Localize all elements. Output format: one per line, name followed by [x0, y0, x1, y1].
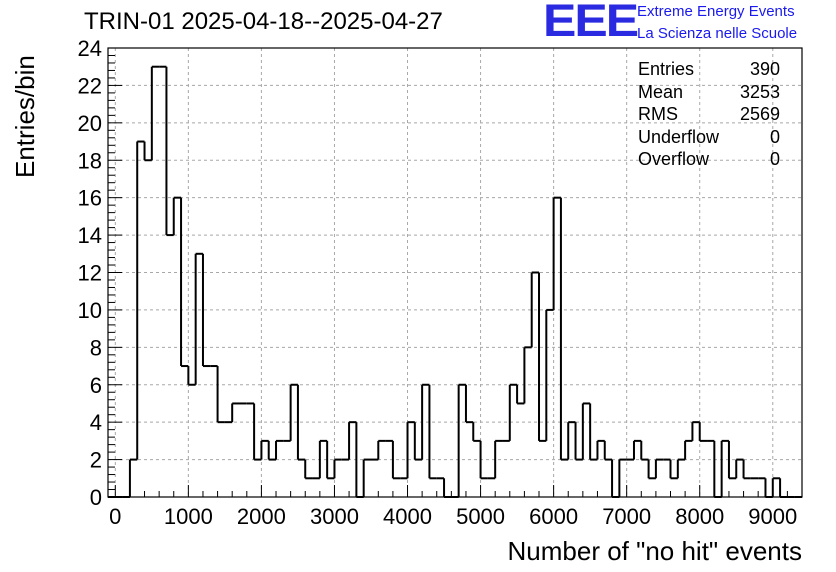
- y-tick-label: 14: [78, 223, 102, 248]
- y-axis-label: Entries/bin: [10, 55, 40, 178]
- stat-row-overflow: Overflow 0: [638, 148, 780, 171]
- x-tick-label: 2000: [237, 504, 286, 529]
- y-tick-label: 10: [78, 298, 102, 323]
- stat-value: 390: [749, 59, 780, 79]
- y-tick-label: 2: [90, 448, 102, 473]
- y-tick-label: 18: [78, 148, 102, 173]
- y-tick-label: 12: [78, 261, 102, 286]
- y-tick-label: 8: [90, 335, 102, 360]
- x-tick-label: 1000: [164, 504, 213, 529]
- y-tick-label: 22: [78, 73, 102, 98]
- grid: [108, 48, 802, 497]
- x-tick-label: 4000: [383, 504, 432, 529]
- x-tick-label: 0: [109, 504, 121, 529]
- stat-row-rms: RMS 2569: [638, 103, 780, 126]
- stat-label: Entries: [638, 59, 695, 79]
- y-tick-label: 4: [90, 410, 102, 435]
- histogram-bars: [108, 65, 802, 498]
- x-axis-label: Number of "no hit" events: [507, 536, 803, 566]
- stat-row-entries: Entries 390: [638, 58, 780, 81]
- x-tick-label: 7000: [602, 504, 651, 529]
- x-tick-label: 9000: [748, 504, 797, 529]
- y-tick-label: 20: [78, 111, 102, 136]
- logo-line-2: La Scienza nelle Scuole: [637, 25, 798, 42]
- stat-value: 0: [769, 149, 780, 170]
- logo-line-1: Extreme Energy Events: [637, 3, 795, 20]
- x-tick-label: 3000: [310, 504, 359, 529]
- y-tick-label: 0: [90, 485, 102, 510]
- stat-label: Mean: [638, 81, 684, 102]
- y-tick-label: 6: [90, 373, 102, 398]
- stat-label: RMS: [638, 104, 678, 125]
- tick-labels: 0 1000 2000 3000 4000 5000 6000 7000 8000 9000024…: [78, 36, 798, 529]
- stat-value: 0: [769, 126, 780, 147]
- eee-logo: EEE: [543, 0, 639, 46]
- stat-row-mean: Mean 3253: [638, 81, 780, 104]
- chart-title: TRIN-01 2025-04-18--2025-04-27: [84, 8, 443, 35]
- stat-row-underflow: Underflow 0: [638, 126, 780, 149]
- stats-box: Entries 390 Mean 3253 RMS 2569 Underflow…: [638, 58, 780, 171]
- y-tick-label: 24: [78, 36, 102, 61]
- stat-value: 2569: [739, 104, 780, 125]
- x-tick-label: 8000: [675, 504, 724, 529]
- x-tick-label: 6000: [529, 504, 578, 529]
- stat-label: Overflow: [638, 149, 710, 170]
- y-tick-label: 16: [78, 186, 102, 211]
- stat-label: Underflow: [638, 126, 720, 147]
- x-tick-label: 5000: [456, 504, 505, 529]
- stat-value: 3253: [739, 81, 780, 102]
- axes: [107, 47, 803, 498]
